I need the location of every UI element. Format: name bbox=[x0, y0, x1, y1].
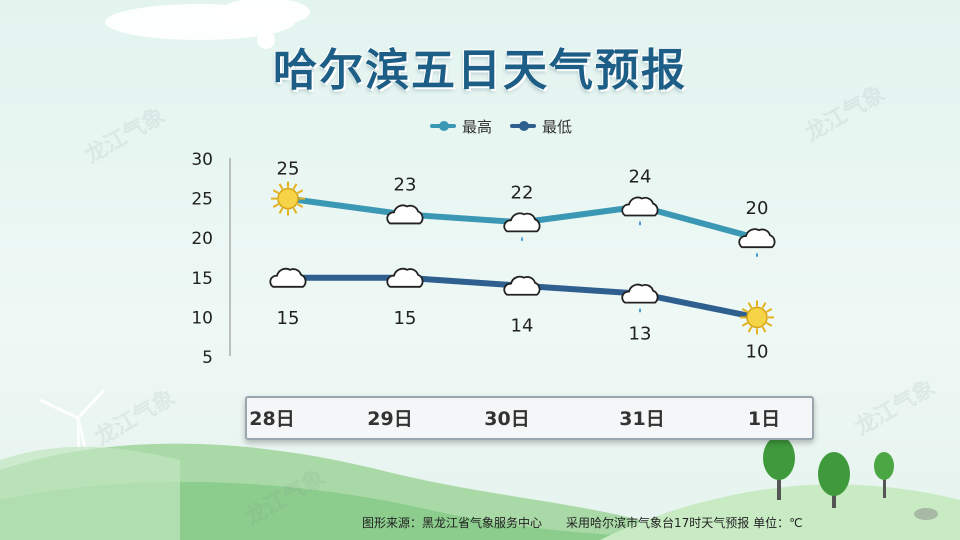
rain-cloud-icon bbox=[621, 196, 659, 226]
date-label: 30日 bbox=[484, 408, 530, 430]
y-tick-label: 20 bbox=[191, 229, 213, 249]
date-bar: 28日 29日 30日 31日 1日 bbox=[245, 396, 814, 440]
cloud-icon bbox=[503, 275, 541, 296]
cloud-icon bbox=[386, 267, 424, 288]
y-tick-label: 10 bbox=[191, 308, 213, 328]
high-temp-label: 23 bbox=[394, 174, 417, 195]
y-tick-label: 15 bbox=[191, 269, 213, 289]
low-temp-label: 10 bbox=[746, 341, 769, 362]
footer-source: 图形来源：黑龙江省气象服务中心 bbox=[362, 516, 543, 530]
cloud-icon bbox=[269, 267, 307, 288]
high-temp-label: 20 bbox=[746, 198, 769, 219]
sun-icon bbox=[271, 181, 305, 216]
y-tick-label: 25 bbox=[191, 190, 213, 210]
date-label: 28日 bbox=[249, 408, 295, 430]
rain-cloud-icon bbox=[621, 283, 659, 313]
footer-note: 采用哈尔滨市气象台17时天气预报 单位：℃ bbox=[566, 516, 803, 530]
low-temp-label: 13 bbox=[629, 324, 652, 345]
legend-label-low: 最低 bbox=[542, 118, 573, 136]
date-label: 1日 bbox=[747, 408, 781, 430]
cloud-icon bbox=[386, 204, 424, 225]
legend-label-high: 最高 bbox=[462, 118, 493, 136]
high-temp-label: 22 bbox=[511, 182, 534, 203]
page-title: 哈尔滨五日天气预报 bbox=[273, 45, 687, 96]
y-tick-label: 5 bbox=[202, 348, 213, 368]
legend-marker-low bbox=[519, 121, 529, 131]
sun-icon bbox=[740, 300, 774, 335]
low-temp-label: 15 bbox=[394, 308, 417, 329]
legend-marker-high bbox=[439, 121, 449, 131]
high-temp-label: 24 bbox=[629, 167, 652, 188]
rain-cloud-icon bbox=[503, 212, 541, 242]
tree-icon bbox=[818, 452, 850, 508]
high-temp-label: 25 bbox=[277, 159, 300, 180]
tree-icon bbox=[763, 436, 795, 500]
y-tick-label: 30 bbox=[191, 150, 213, 170]
rain-cloud-icon bbox=[738, 228, 776, 258]
date-label: 31日 bbox=[619, 408, 665, 430]
footer: 图形来源：黑龙江省气象服务中心 采用哈尔滨市气象台17时天气预报 单位：℃ bbox=[362, 514, 827, 531]
low-temp-label: 15 bbox=[277, 308, 300, 329]
low-temp-label: 14 bbox=[511, 316, 534, 337]
tree-icon bbox=[874, 452, 894, 498]
date-label: 29日 bbox=[367, 408, 413, 430]
